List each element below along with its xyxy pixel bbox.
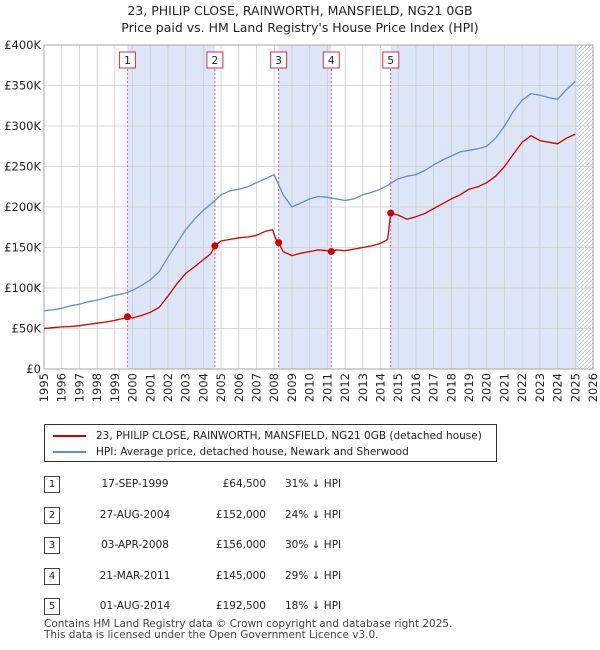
sale-point	[123, 313, 131, 321]
y-tick-label: £200K	[4, 200, 41, 214]
legend-swatch-hpi	[53, 451, 86, 453]
x-tick-label: 2024	[551, 373, 565, 402]
x-tick-label: 2018	[444, 373, 458, 402]
x-tick-label: 1999	[108, 373, 122, 402]
sale-date: 01-AUG-2014	[99, 600, 171, 612]
x-tick-label: 2006	[232, 373, 246, 402]
x-tick-label: 2001	[143, 373, 157, 402]
sale-number-badge: 2	[44, 507, 60, 524]
sale-row: 4 21-MAR-2011 £145,000 29% ↓ HPI	[0, 568, 600, 586]
x-tick-label: 2025	[568, 373, 582, 402]
x-tick-label: 2019	[462, 373, 476, 402]
plot-frame	[43, 44, 594, 370]
x-tick-label: 1998	[90, 373, 104, 402]
chart-title-block: 23, PHILIP CLOSE, RAINWORTH, MANSFIELD, …	[0, 2, 600, 36]
sale-hpi-diff: 18% ↓ HPI	[285, 600, 342, 612]
sale-number-badge: 4	[44, 568, 60, 585]
sale-date: 27-AUG-2004	[99, 509, 171, 521]
footer-licence: This data is licensed under the Open Gov…	[44, 629, 379, 641]
price-chart: £0 £50K £100K £150K £200K £250K £300K £350K £400…	[4, 38, 600, 402]
footer-copyright: Contains HM Land Registry data © Crown c…	[44, 618, 453, 630]
sale-price: £152,000	[215, 509, 266, 521]
y-tick-label: £250K	[4, 160, 41, 174]
x-tick-label: 2007	[250, 373, 264, 402]
sale-point	[327, 248, 335, 256]
x-tick-label: 2013	[356, 373, 370, 402]
hpi-series-line	[43, 80, 576, 312]
sale-marker-box	[118, 51, 136, 69]
chart-subtitle: Price paid vs. HM Land Registry's House …	[121, 20, 479, 35]
sale-number-badge: 1	[44, 476, 60, 493]
sale-point	[275, 239, 283, 247]
chart-title: 23, PHILIP CLOSE, RAINWORTH, MANSFIELD, …	[127, 3, 473, 18]
x-tick-label: 1997	[72, 373, 86, 402]
sale-point	[211, 242, 219, 250]
x-tick-label: 2005	[214, 373, 228, 402]
sale-price: £192,500	[215, 600, 266, 612]
sale-row: 2 27-AUG-2004 £152,000 24% ↓ HPI	[0, 507, 600, 525]
sale-marker-label: 2	[212, 55, 219, 67]
x-tick-label: 2012	[338, 373, 352, 402]
sale-hpi-diff: 24% ↓ HPI	[285, 509, 342, 521]
legend-swatch-property	[53, 435, 86, 437]
sale-date: 03-APR-2008	[101, 539, 169, 551]
legend-entry-property: 23, PHILIP CLOSE, RAINWORTH, MANSFIELD, …	[53, 428, 482, 444]
sale-number-badge: 5	[44, 598, 60, 615]
sale-row: 1 17-SEP-1999 £64,500 31% ↓ HPI	[0, 476, 600, 494]
x-tick-label: 2015	[391, 373, 405, 402]
x-tick-label: 2002	[161, 373, 175, 402]
x-tick-label: 2017	[427, 373, 441, 402]
x-tick-label: 2009	[285, 373, 299, 402]
x-tick-label: 1995	[37, 373, 51, 402]
sale-marker-label: 4	[328, 55, 335, 67]
sale-number-badge: 3	[44, 537, 60, 554]
sale-marker-box	[270, 51, 288, 69]
x-tick-label: 2011	[320, 373, 334, 402]
sale-row: 3 03-APR-2008 £156,000 30% ↓ HPI	[0, 537, 600, 555]
x-tick-label: 2008	[267, 373, 281, 402]
sale-marker-label: 5	[387, 55, 394, 67]
sale-hpi-diff: 31% ↓ HPI	[285, 478, 342, 490]
legend-label-hpi: HPI: Average price, detached house, Newa…	[96, 446, 409, 458]
y-tick-label: £400K	[4, 38, 41, 52]
footer: Contains HM Land Registry data © Crown c…	[44, 619, 452, 641]
sale-marker-label: 1	[124, 55, 131, 67]
x-tick-label: 2022	[515, 373, 529, 402]
property-series-line	[43, 133, 576, 330]
y-tick-label: £0	[26, 362, 41, 376]
sale-date: 17-SEP-1999	[101, 478, 169, 490]
sale-price: £156,000	[215, 539, 266, 551]
sale-hpi-diff: 29% ↓ HPI	[285, 570, 342, 582]
legend: 23, PHILIP CLOSE, RAINWORTH, MANSFIELD, …	[44, 424, 497, 462]
sale-marker-label: 3	[275, 55, 282, 67]
sale-price: £145,000	[215, 570, 266, 582]
y-tick-label: £300K	[4, 119, 41, 133]
y-tick-label: £150K	[4, 241, 41, 255]
x-tick-label: 2004	[196, 373, 210, 402]
x-tick-label: 2003	[179, 373, 193, 402]
sale-date: 21-MAR-2011	[99, 570, 171, 582]
legend-label-property: 23, PHILIP CLOSE, RAINWORTH, MANSFIELD, …	[96, 430, 482, 442]
x-tick-label: 2016	[409, 373, 423, 402]
sale-marker-box	[322, 51, 340, 69]
x-tick-label: 1996	[55, 373, 69, 402]
sale-row: 5 01-AUG-2014 £192,500 18% ↓ HPI	[0, 598, 600, 616]
sale-hpi-diff: 30% ↓ HPI	[285, 539, 342, 551]
x-tick-label: 2026	[586, 373, 600, 402]
y-tick-label: £100K	[4, 281, 41, 295]
x-tick-label: 2021	[497, 373, 511, 402]
x-tick-label: 2000	[126, 373, 140, 402]
legend-entry-hpi: HPI: Average price, detached house, Newa…	[53, 444, 409, 460]
sale-point	[387, 209, 395, 217]
y-tick-label: £50K	[12, 322, 42, 336]
x-tick-label: 2010	[303, 373, 317, 402]
x-tick-label: 2020	[480, 373, 494, 402]
sale-price: £64,500	[222, 478, 266, 490]
sale-marker-box	[206, 51, 224, 69]
sale-marker-box	[382, 51, 400, 69]
x-tick-label: 2023	[533, 373, 547, 402]
x-tick-label: 2014	[373, 373, 387, 402]
y-tick-label: £350K	[4, 79, 41, 93]
